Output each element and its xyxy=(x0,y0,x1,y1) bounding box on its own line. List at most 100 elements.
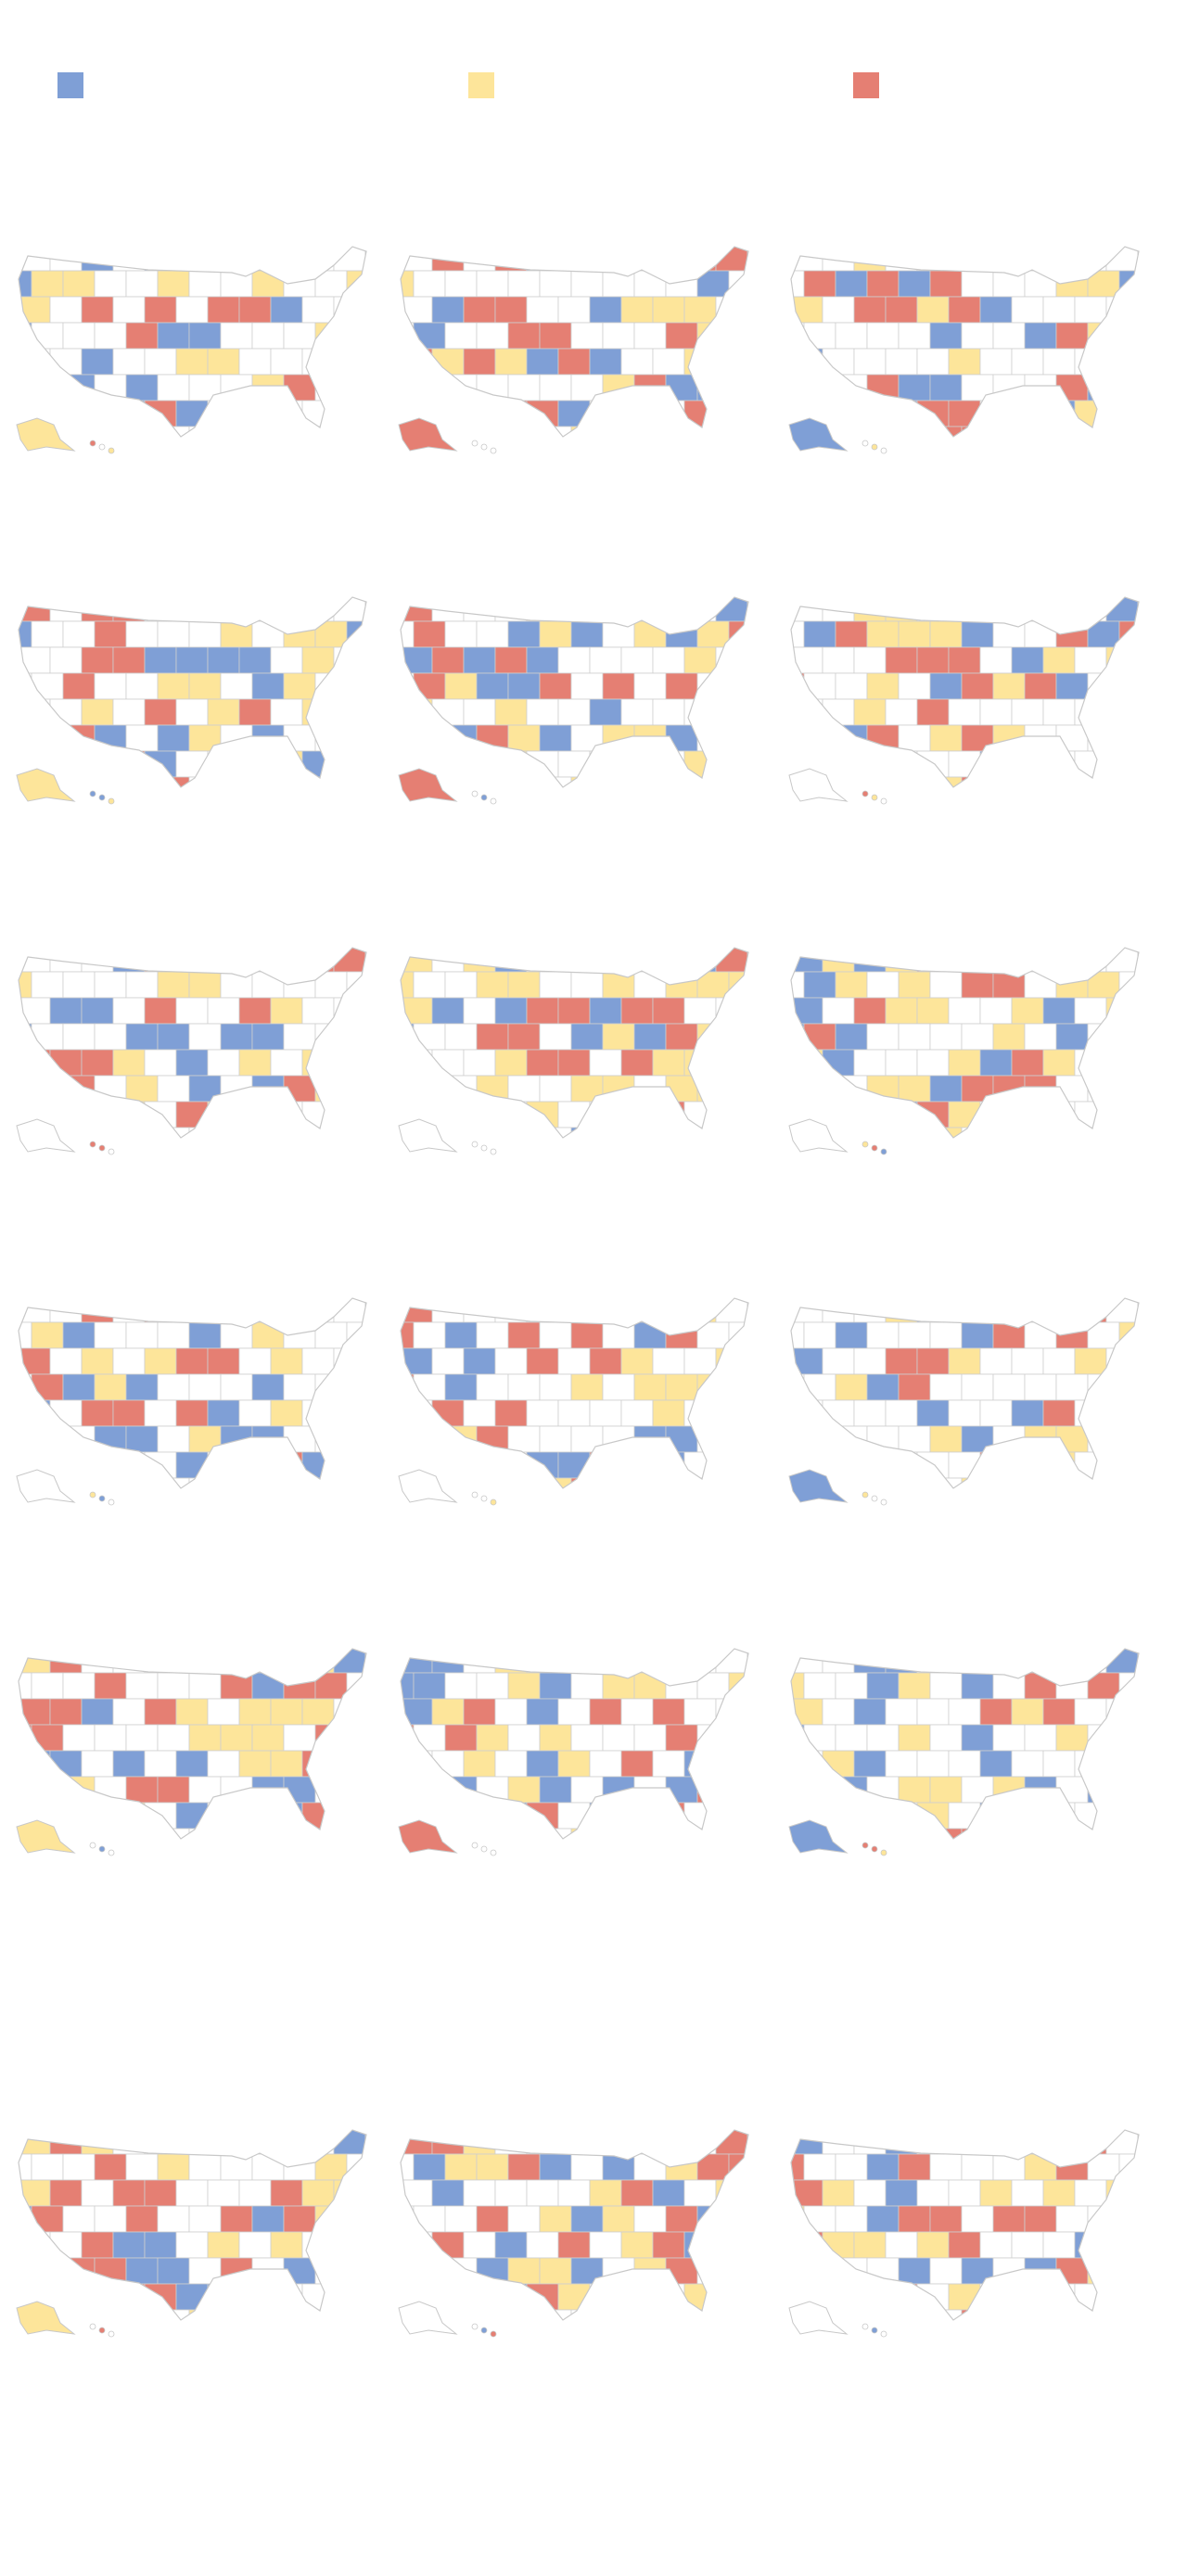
alaska xyxy=(16,768,76,802)
state xyxy=(188,1776,222,1804)
state xyxy=(948,1750,981,1778)
state xyxy=(333,997,366,1025)
state xyxy=(476,322,509,350)
state xyxy=(1087,270,1120,298)
alaska xyxy=(788,1819,849,1854)
state xyxy=(961,1075,994,1103)
state xyxy=(364,698,366,726)
state xyxy=(463,1399,496,1427)
state xyxy=(238,2179,272,2207)
states xyxy=(19,1298,366,1488)
hawaii xyxy=(480,1495,488,1502)
state xyxy=(866,1672,900,1700)
state xyxy=(539,724,572,752)
state xyxy=(948,2130,981,2155)
state xyxy=(979,1049,1013,1077)
state xyxy=(144,1802,177,1830)
state xyxy=(916,1347,950,1375)
hawaii xyxy=(862,1842,869,1849)
state xyxy=(463,1049,496,1077)
state xyxy=(803,2205,836,2233)
state xyxy=(413,620,446,648)
state xyxy=(62,270,96,298)
state xyxy=(570,1672,604,1700)
state xyxy=(760,375,792,401)
state xyxy=(507,2257,541,2285)
state xyxy=(539,1724,572,1752)
state xyxy=(885,750,918,778)
state xyxy=(1087,724,1120,752)
state xyxy=(19,2153,32,2181)
state xyxy=(929,1127,963,1138)
state xyxy=(1105,1802,1139,1830)
state xyxy=(314,1724,348,1752)
state xyxy=(791,322,805,350)
state xyxy=(760,1725,792,1751)
state xyxy=(979,698,1013,726)
state xyxy=(270,948,303,973)
state xyxy=(188,1321,222,1349)
state xyxy=(992,270,1026,298)
state xyxy=(1137,1399,1139,1427)
state xyxy=(526,348,559,376)
alaska xyxy=(16,2301,76,2335)
state xyxy=(835,322,868,350)
state xyxy=(1105,646,1139,674)
state xyxy=(112,2231,146,2259)
state xyxy=(125,1724,159,1752)
state xyxy=(929,2153,963,2181)
state xyxy=(19,1049,51,1077)
state xyxy=(961,2257,994,2285)
state xyxy=(0,245,19,271)
hawaii xyxy=(880,1849,887,1856)
state xyxy=(791,1649,792,1674)
state xyxy=(992,2309,1026,2320)
state-map xyxy=(788,1297,1140,1506)
state xyxy=(346,776,366,787)
state xyxy=(1105,296,1139,324)
state xyxy=(929,1776,963,1804)
state xyxy=(31,672,64,700)
state xyxy=(444,322,478,350)
state xyxy=(49,1347,83,1375)
state xyxy=(979,948,1013,973)
state xyxy=(866,1724,900,1752)
state xyxy=(401,374,415,402)
state xyxy=(378,1024,410,1050)
state xyxy=(270,997,303,1025)
state xyxy=(589,400,622,427)
state xyxy=(188,1127,222,1138)
hawaii xyxy=(471,440,479,447)
state xyxy=(220,426,253,437)
state xyxy=(251,270,285,298)
state xyxy=(333,296,366,324)
state xyxy=(175,247,209,272)
state xyxy=(539,1425,572,1453)
state xyxy=(207,1802,240,1830)
state xyxy=(665,1477,698,1488)
state xyxy=(333,348,366,376)
state xyxy=(665,1127,698,1138)
state xyxy=(1137,997,1139,1025)
state xyxy=(570,374,604,402)
state xyxy=(251,1425,285,1453)
hawaii xyxy=(98,1845,106,1853)
state xyxy=(188,2205,222,2233)
state xyxy=(0,2180,19,2206)
state xyxy=(791,597,792,622)
state xyxy=(444,971,478,999)
state xyxy=(822,1049,855,1077)
country-outline xyxy=(790,2129,1140,2321)
state xyxy=(251,1477,285,1488)
state xyxy=(401,2179,402,2207)
state xyxy=(1074,646,1107,674)
state xyxy=(401,1023,415,1051)
state xyxy=(346,2309,366,2320)
state xyxy=(1074,1649,1107,1674)
state xyxy=(463,698,496,726)
state xyxy=(413,1023,446,1051)
state xyxy=(1087,2205,1120,2233)
state xyxy=(1087,1127,1120,1138)
state xyxy=(175,1347,209,1375)
state xyxy=(929,1321,963,1349)
